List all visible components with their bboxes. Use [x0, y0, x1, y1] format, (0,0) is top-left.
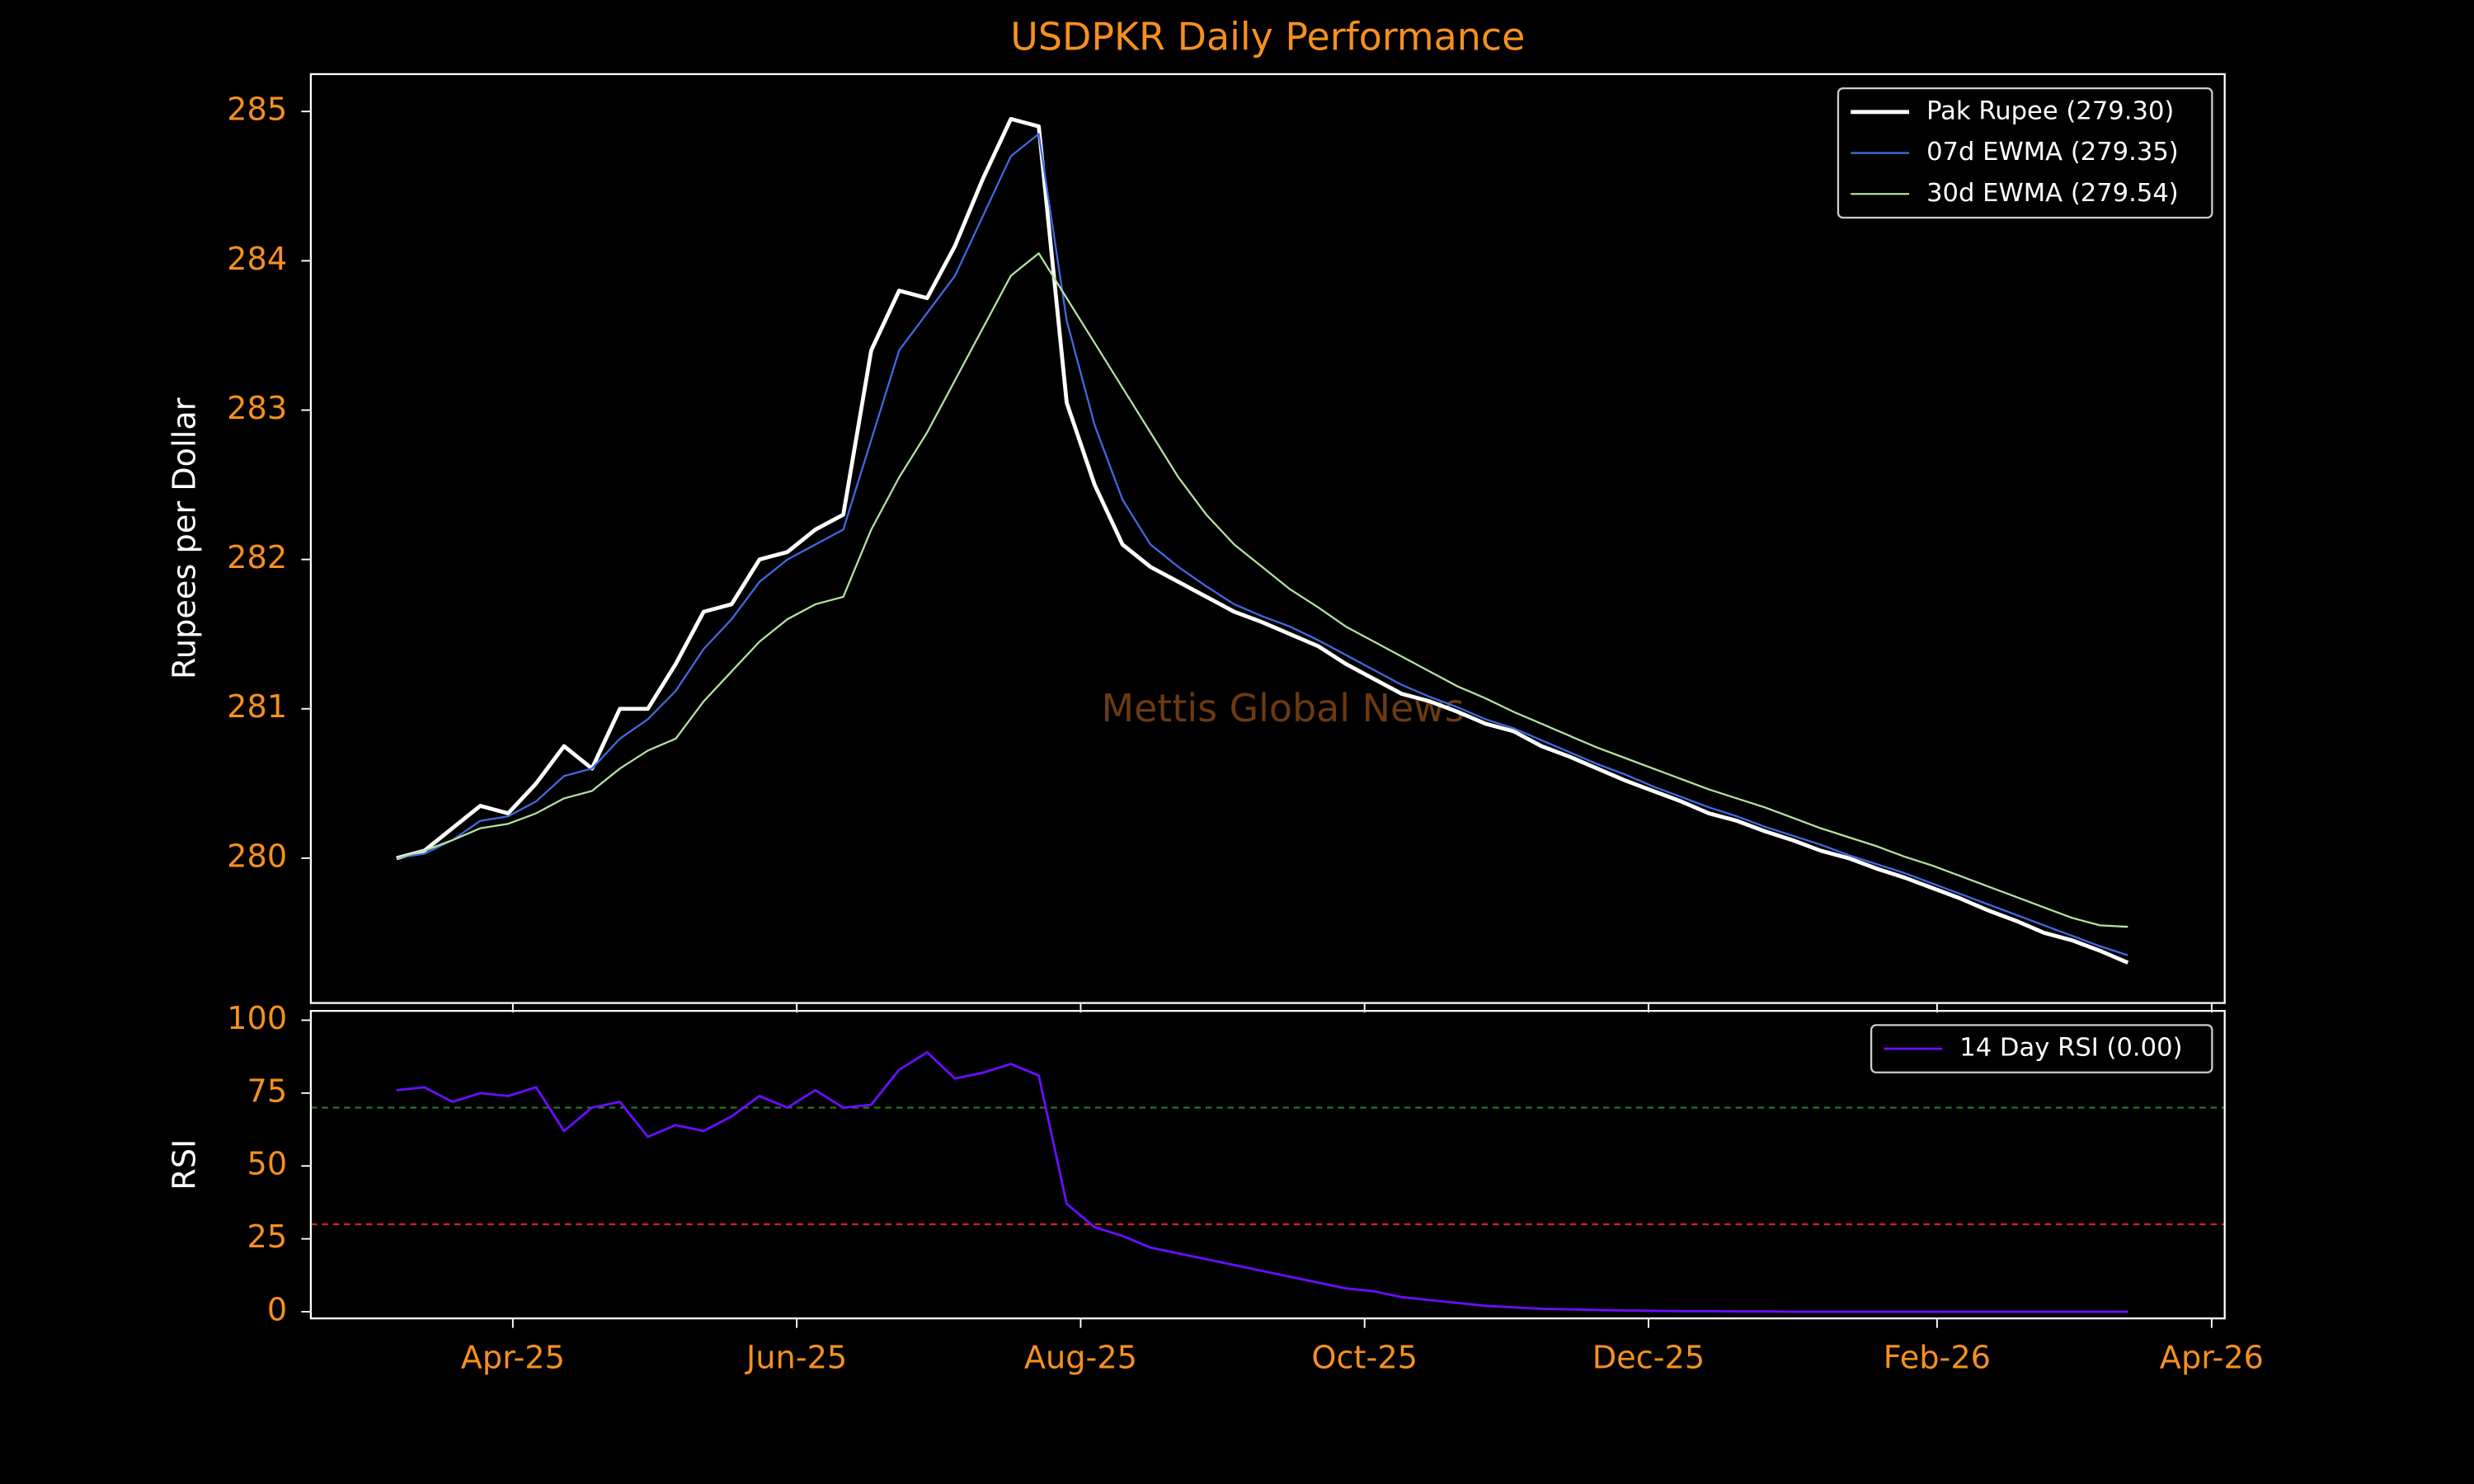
- x-tick-label: Oct-25: [1311, 1339, 1418, 1376]
- legend-label: 07d EWMA (279.35): [1926, 138, 2179, 167]
- legend-label: 14 Day RSI (0.00): [1959, 1034, 2182, 1063]
- series-line: [396, 1050, 2128, 1313]
- y-tick-label: 280: [227, 838, 287, 875]
- series-line: [396, 252, 2128, 928]
- x-tick-label: Jun-25: [745, 1339, 847, 1376]
- y-axis-label: RSI: [166, 1139, 203, 1190]
- plot-frame: [309, 1009, 2226, 1320]
- x-tick-label: Aug-25: [1024, 1339, 1137, 1376]
- legend-label: 30d EWMA (279.54): [1926, 179, 2179, 208]
- plot-frame: [309, 73, 2226, 1004]
- y-tick-label: 100: [227, 1000, 287, 1037]
- x-tick-label: Dec-25: [1592, 1339, 1705, 1376]
- chart-title: USDPKR Daily Performance: [1010, 14, 1525, 59]
- y-tick-label: 283: [227, 390, 287, 427]
- y-tick-label: 284: [227, 241, 287, 278]
- y-tick-label: 0: [267, 1292, 287, 1329]
- y-axis-label: Rupees per Dollar: [166, 397, 203, 679]
- x-tick-label: Feb-26: [1884, 1339, 1991, 1376]
- x-tick-label: Apr-26: [2160, 1339, 2264, 1376]
- series-line: [396, 116, 2129, 965]
- y-tick-label: 75: [247, 1073, 288, 1110]
- legend-box: [1837, 87, 2213, 219]
- y-tick-label: 281: [227, 688, 287, 726]
- series-line: [396, 133, 2128, 956]
- legend-label: Pak Rupee (279.30): [1926, 96, 2174, 125]
- y-tick-label: 282: [227, 539, 287, 576]
- x-tick-label: Apr-25: [461, 1339, 565, 1376]
- y-tick-label: 50: [247, 1146, 288, 1183]
- watermark: Mettis Global News: [1101, 686, 1464, 730]
- y-tick-label: 25: [247, 1219, 288, 1256]
- legend-box: [1870, 1024, 2213, 1073]
- y-tick-label: 285: [227, 92, 287, 129]
